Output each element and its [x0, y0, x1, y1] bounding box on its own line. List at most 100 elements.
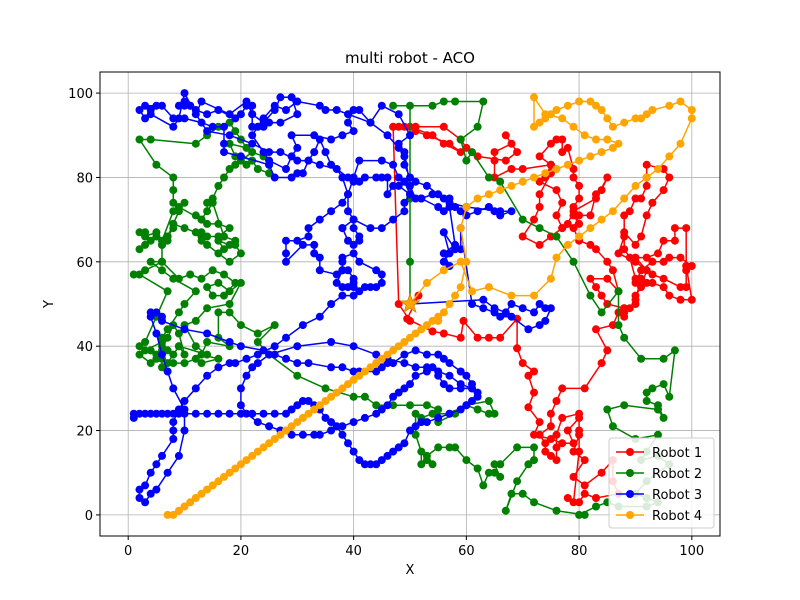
data-point [490, 409, 499, 418]
data-point [451, 240, 460, 249]
data-point [394, 181, 403, 190]
data-point [608, 321, 617, 330]
data-point [315, 160, 324, 169]
data-point [580, 384, 589, 393]
data-point [338, 384, 347, 393]
data-point [248, 148, 257, 157]
data-point [496, 333, 505, 342]
data-point [135, 135, 144, 144]
data-point [417, 194, 426, 203]
data-point [648, 198, 657, 207]
data-point [231, 278, 240, 287]
data-point [276, 93, 285, 102]
data-point [366, 224, 375, 233]
data-point [676, 253, 685, 262]
data-point [248, 101, 257, 110]
data-point [163, 367, 172, 376]
data-point [620, 304, 629, 313]
data-point [276, 430, 285, 439]
data-point [400, 160, 409, 169]
data-point [191, 139, 200, 148]
data-point [603, 346, 612, 355]
data-point [287, 152, 296, 161]
data-point [451, 291, 460, 300]
data-point [558, 384, 567, 393]
data-point [259, 114, 268, 123]
data-point [552, 456, 561, 465]
data-point [558, 148, 567, 157]
data-point [439, 354, 448, 363]
data-point [648, 270, 657, 279]
data-point [327, 135, 336, 144]
data-point [414, 291, 423, 300]
data-point [163, 409, 172, 418]
data-point [614, 249, 623, 258]
data-point [197, 97, 206, 106]
data-point [586, 224, 595, 233]
data-point [293, 359, 302, 368]
data-point [530, 173, 538, 182]
data-point [597, 291, 606, 300]
data-point [225, 118, 234, 127]
data-point [592, 283, 600, 292]
data-point [428, 460, 437, 469]
data-point [603, 274, 612, 283]
data-point [687, 262, 696, 270]
data-point [445, 198, 454, 207]
data-point [439, 139, 448, 148]
data-point [242, 101, 251, 110]
data-point [310, 430, 319, 439]
data-point [141, 266, 150, 275]
data-point [558, 224, 567, 233]
data-point [236, 152, 245, 161]
data-point [439, 249, 448, 258]
data-point [445, 300, 454, 308]
data-point [428, 190, 437, 199]
data-point [265, 160, 274, 169]
data-point [146, 346, 155, 355]
data-point [389, 447, 398, 456]
data-point [642, 278, 651, 287]
data-point [180, 300, 189, 308]
data-point [569, 211, 578, 220]
data-point [462, 401, 471, 410]
data-point [169, 384, 178, 393]
data-point [473, 405, 482, 414]
data-point [496, 177, 505, 186]
data-point [456, 257, 465, 266]
data-point [220, 270, 228, 279]
data-point [592, 502, 600, 511]
data-point [141, 338, 150, 346]
data-point [197, 274, 206, 283]
data-point [327, 160, 336, 169]
data-point [191, 211, 200, 220]
data-point [665, 291, 674, 300]
data-point [530, 291, 538, 300]
data-point [344, 266, 352, 275]
data-point [530, 308, 538, 317]
data-point [456, 405, 465, 414]
data-point [225, 359, 234, 368]
data-point [580, 131, 589, 140]
data-point [186, 270, 195, 279]
data-point [214, 354, 223, 363]
data-point [400, 384, 409, 393]
data-point [439, 97, 448, 106]
data-point [406, 181, 414, 190]
data-point [231, 240, 240, 249]
data-point [225, 165, 234, 173]
data-point [411, 177, 420, 186]
data-point [507, 181, 516, 190]
data-point [327, 392, 336, 401]
data-point [135, 485, 144, 494]
data-point [174, 506, 183, 515]
data-point [473, 122, 482, 131]
data-point [383, 173, 392, 182]
data-point [180, 350, 189, 359]
data-point [310, 148, 319, 157]
data-point [141, 101, 150, 110]
data-point [259, 122, 268, 131]
data-point [406, 101, 414, 110]
data-point [546, 139, 555, 148]
data-point [191, 494, 200, 502]
